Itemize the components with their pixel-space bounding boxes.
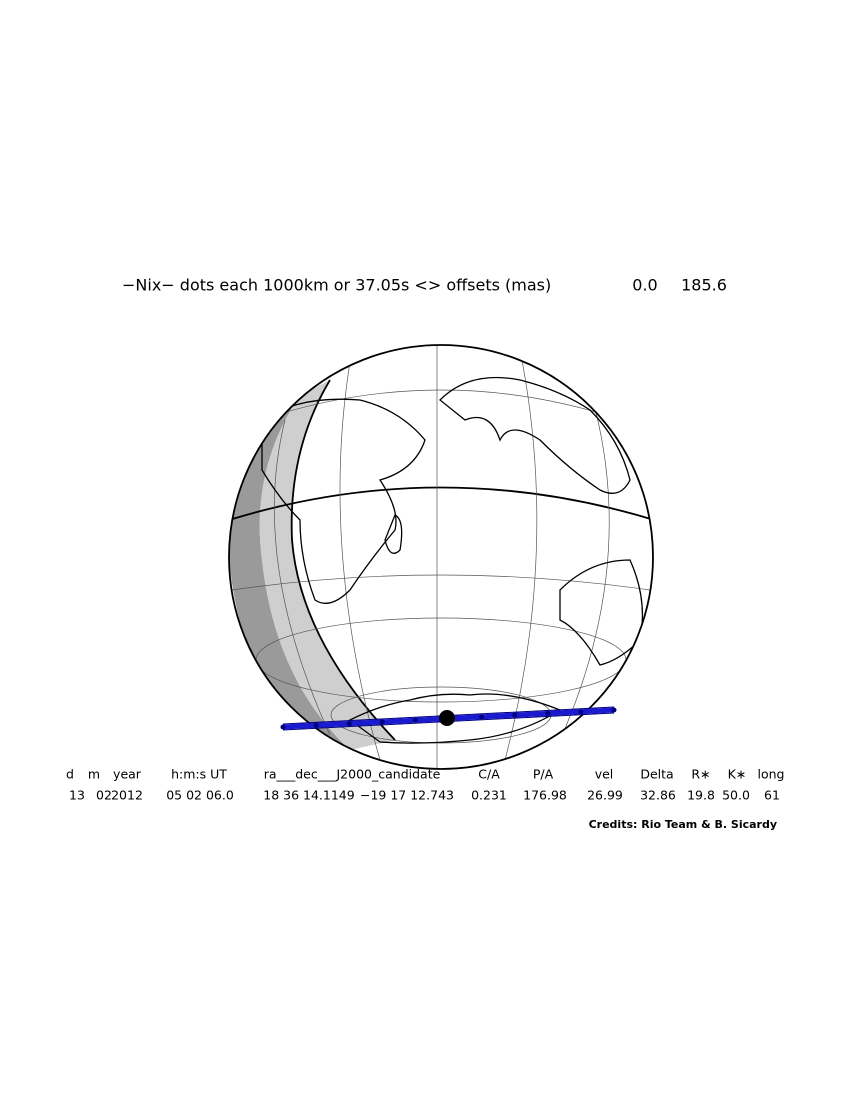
table-header: h:m:s UT	[171, 767, 227, 782]
table-header: C/A	[478, 767, 500, 782]
table-value: 0.231	[471, 788, 507, 803]
table-header: d	[66, 767, 74, 782]
twilight-shade	[259, 380, 395, 750]
meridian	[339, 361, 381, 761]
path-dot	[611, 707, 617, 713]
table-value: 2012	[111, 788, 143, 803]
path-dot	[379, 719, 385, 725]
table-value: 32.86	[640, 788, 676, 803]
table-value: 176.98	[523, 788, 567, 803]
land	[384, 514, 403, 554]
table-header: R∗	[691, 767, 710, 782]
credits: Credits: Rio Team & B. Sicardy	[589, 818, 777, 831]
path-dot	[346, 721, 352, 727]
table-header: vel	[595, 767, 614, 782]
table-value: 18 36 14.1149	[263, 788, 354, 803]
table-value: 02	[96, 788, 112, 803]
offset: 185.6	[681, 276, 727, 295]
table-header: Delta	[640, 767, 673, 782]
table-value: 05 02 06.0	[166, 788, 234, 803]
table-header: K∗	[728, 767, 747, 782]
path-dots	[280, 707, 617, 730]
closest-approach	[439, 710, 455, 726]
parallel	[231, 574, 651, 591]
path-dot	[578, 709, 584, 715]
table-value: 50.0	[722, 788, 750, 803]
path-dot	[280, 724, 286, 730]
table-value: 26.99	[587, 788, 623, 803]
offset: 0.0	[632, 276, 657, 295]
data-table: d m year h:m:s UT ra___dec___J2000_candidate…	[66, 767, 784, 803]
table-header: long	[758, 767, 785, 782]
path-dot	[313, 722, 319, 728]
path-dot	[512, 712, 518, 718]
meridian	[274, 419, 331, 736]
table-value: 19.8	[687, 788, 715, 803]
table-header: m	[88, 767, 100, 782]
table-header: ra___dec___J2000_candidate	[264, 767, 441, 782]
path-dot	[412, 717, 418, 723]
globe	[228, 344, 654, 770]
land	[348, 693, 562, 744]
path-dot	[479, 714, 485, 720]
meridian	[504, 349, 538, 761]
table-value: 13	[69, 788, 85, 803]
globe-outline	[228, 344, 654, 770]
table-value: −19 17 12.743	[360, 788, 454, 803]
title: −Nix− dots each 1000km or 37.05s <> offs…	[122, 276, 551, 295]
land	[261, 398, 426, 604]
shadow-limit	[290, 379, 396, 741]
table-header: P/A	[533, 767, 554, 782]
land	[439, 376, 631, 494]
path-dot	[545, 710, 551, 716]
parallel	[259, 389, 623, 421]
table-value: 61	[764, 788, 780, 803]
table-header: year	[113, 767, 142, 782]
